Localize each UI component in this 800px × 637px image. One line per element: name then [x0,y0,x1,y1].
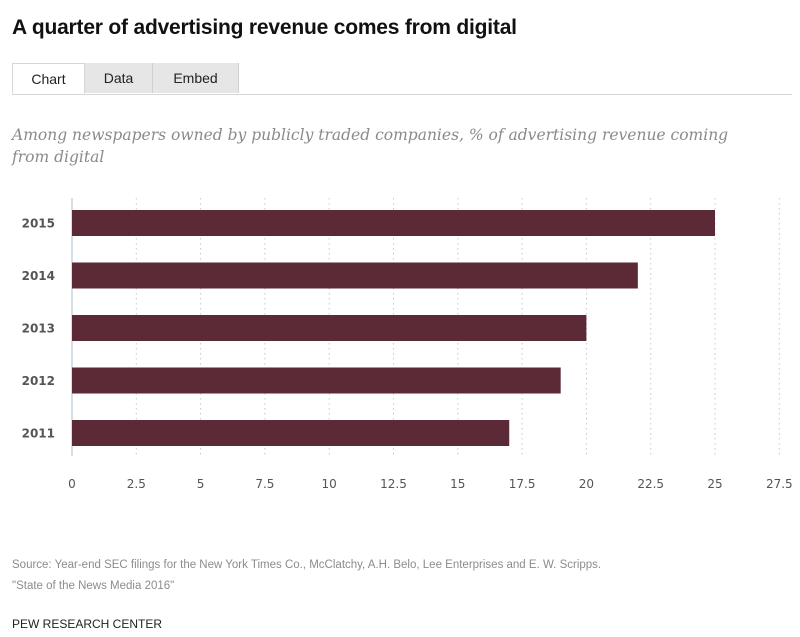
bar [72,262,638,289]
bar-chart: 2015 2014 2013 2012 2011 0 2.5 5 7.5 10 12.5 15 17.… [22,198,793,491]
x-tick-label: 10 [322,477,337,491]
bar [72,315,587,341]
tab-chart[interactable]: Chart [12,63,85,94]
y-tick-label: 2012 [22,374,55,388]
source-line: Source: Year-end SEC filings for the New… [12,559,602,571]
y-tick-label: 2011 [22,427,55,441]
chart-title: A quarter of advertising revenue comes f… [12,16,517,39]
x-tick-label: 25 [707,477,722,491]
x-tick-label: 0 [68,477,76,491]
brand-label: PEW RESEARCH CENTER [12,617,163,631]
bar [72,367,561,394]
y-tick-label: 2015 [22,217,55,231]
x-tick-label: 5 [197,477,205,491]
chart-subtitle: Among newspapers owned by publicly trade… [12,126,729,166]
x-tick-label: 20 [579,477,594,491]
x-tick-label: 15 [450,477,465,491]
tab-embed[interactable]: Embed [153,63,239,93]
source-note: Source: Year-end SEC filings for the New… [12,555,601,597]
tab-data[interactable]: Data [85,63,153,93]
x-tick-label: 27.5 [766,477,793,491]
x-tick-label: 12.5 [380,477,407,491]
gridlines [135,198,780,456]
bar [72,420,510,446]
tab-bar: Chart Data Embed [12,63,792,95]
x-tick-label: 22.5 [637,477,664,491]
x-tick-label: 7.5 [255,477,274,491]
y-tick-label: 2013 [22,322,55,336]
report-name: "State of the News Media 2016" [12,580,175,592]
bars [72,210,715,446]
x-tick-label: 2.5 [127,477,146,491]
x-tick-label: 17.5 [509,477,536,491]
x-axis-labels: 0 2.5 5 7.5 10 12.5 15 17.5 20 22.5 25 27.5 [68,477,792,491]
y-axis-labels: 2015 2014 2013 2012 2011 [22,217,55,441]
y-tick-label: 2014 [22,269,55,283]
bar [72,210,715,236]
